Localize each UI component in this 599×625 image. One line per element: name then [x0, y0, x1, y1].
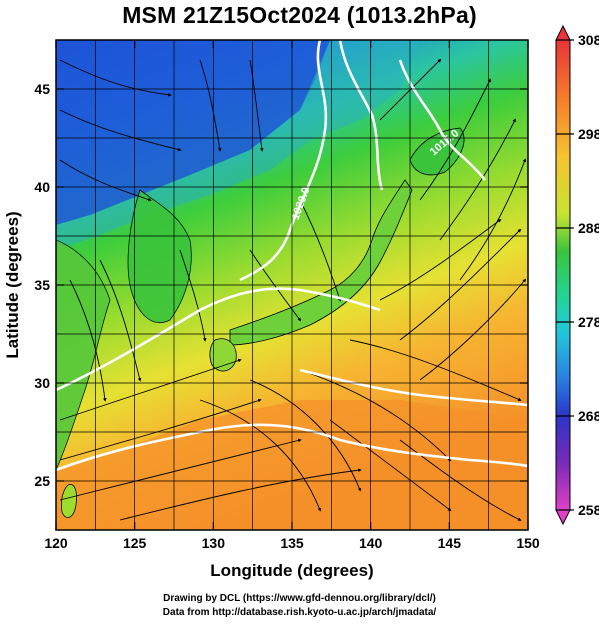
- x-tick-label: 135: [280, 535, 304, 551]
- x-tick-label: 145: [438, 535, 462, 551]
- credits: Drawing by DCL (https://www.gfd-dennou.o…: [0, 592, 599, 620]
- y-axis-title: Latitude (degrees): [3, 211, 22, 358]
- colorbar-tick-label: 308: [578, 32, 599, 48]
- colorbar-bar: [555, 39, 571, 511]
- isobar-contours: [56, 40, 528, 472]
- lat-lon-grid: [56, 40, 528, 530]
- credit-data-source: Data from http://database.rish.kyoto-u.a…: [162, 607, 437, 618]
- wind-streamlines: [59, 58, 527, 521]
- japan-hokkaido: [409, 127, 465, 176]
- x-tick-label: 120: [44, 535, 68, 551]
- colorbar: 308 298 288 278 268 258: [555, 24, 599, 526]
- x-tick-label: 125: [123, 535, 147, 551]
- china-coast: [56, 239, 111, 471]
- japan-kyushu: [209, 338, 237, 372]
- colorbar-tick-label: 268: [578, 408, 599, 424]
- y-axis-ticks: 25 30 35 40 45: [34, 81, 528, 489]
- map-figure: 1020.0 1015.0 120 125 130 135 140 145 150 2530…: [3, 24, 599, 580]
- colorbar-tick-label: 258: [578, 502, 599, 518]
- colorbar-tick-label: 288: [578, 220, 599, 236]
- colorbar-tick-label: 278: [578, 314, 599, 330]
- x-axis-title: Longitude (degrees): [210, 561, 373, 580]
- korean-peninsula: [127, 189, 192, 323]
- x-tick-label: 140: [359, 535, 383, 551]
- japan-honshu: [229, 179, 413, 346]
- x-axis-ticks: 120 125 130 135 140 145 150: [44, 40, 540, 551]
- y-tick-label: 35: [34, 277, 50, 293]
- colorbar-bottom-arrow: [555, 509, 571, 526]
- x-tick-label: 130: [202, 535, 226, 551]
- y-tick-label: 25: [34, 473, 50, 489]
- y-tick-label: 45: [34, 81, 50, 97]
- map-title: MSM 21Z15Oct2024 (1013.2hPa): [122, 2, 477, 28]
- colorbar-top-arrow: [555, 24, 571, 41]
- y-tick-label: 30: [34, 375, 50, 391]
- taiwan-island: [60, 483, 77, 518]
- y-tick-label: 40: [34, 179, 50, 195]
- colorbar-tick-label: 298: [578, 126, 599, 142]
- x-tick-label: 150: [516, 535, 540, 551]
- credit-drawing: Drawing by DCL (https://www.gfd-dennou.o…: [163, 593, 436, 604]
